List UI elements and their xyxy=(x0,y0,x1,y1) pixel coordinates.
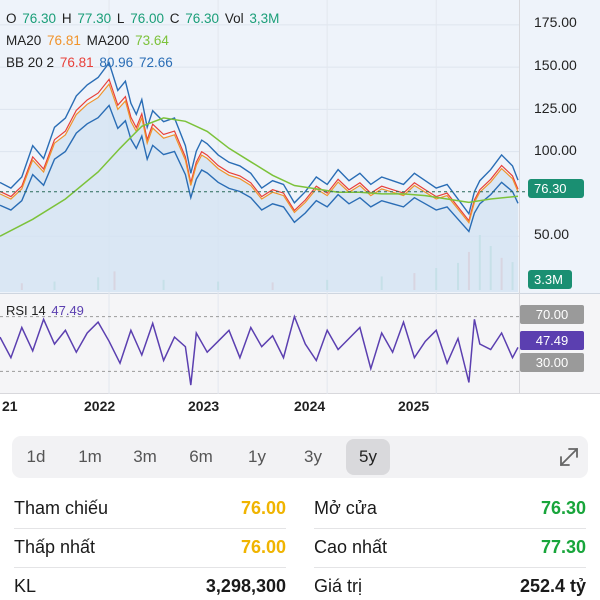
stat-low: Thấp nhất 76.00 xyxy=(14,537,286,557)
x-tick: 2023 xyxy=(188,398,220,414)
ma200-line xyxy=(0,117,519,237)
high-value: 77.30 xyxy=(77,11,112,26)
divider xyxy=(14,567,286,568)
divider xyxy=(314,528,586,529)
bb-upper-line xyxy=(0,61,519,216)
bb-lower-line xyxy=(0,104,519,233)
rsi-30-badge: 30.00 xyxy=(520,353,584,372)
x-tick: 21 xyxy=(2,398,18,414)
ma-legend: MA20 76.81 MA200 73.64 xyxy=(6,33,169,48)
rsi-legend: RSI 14 47.49 xyxy=(6,303,84,318)
divider xyxy=(314,567,586,568)
bb-low-value: 72.66 xyxy=(138,55,173,70)
stat-high: Cao nhất 77.30 xyxy=(314,537,586,557)
range-selector: 1d 1m 3m 6m 1y 3y 5y xyxy=(12,436,588,478)
x-tick: 2024 xyxy=(294,398,326,414)
trade-value: 252.4 tỷ xyxy=(519,576,586,596)
stat-volume: KL 3,298,300 xyxy=(14,576,286,596)
close-value: 76.30 xyxy=(185,11,220,26)
volume-total-value: 3,298,300 xyxy=(205,576,286,596)
rsi-value: 47.49 xyxy=(51,303,84,318)
expand-icon[interactable] xyxy=(552,440,586,474)
y-tick: 50.00 xyxy=(534,226,570,242)
rsi-line xyxy=(0,314,519,386)
range-6m-button[interactable]: 6m xyxy=(189,447,213,466)
chart-canvas[interactable] xyxy=(0,0,600,430)
open-value: 76.30 xyxy=(22,11,57,26)
range-3y-button[interactable]: 3y xyxy=(304,447,322,466)
y-tick: 100.00 xyxy=(534,142,577,158)
low-price-value: 76.00 xyxy=(240,537,286,557)
volume-value: 3,3M xyxy=(249,11,280,26)
bb-mid-value: 76.81 xyxy=(59,55,94,70)
open-price-value: 76.30 xyxy=(540,498,586,518)
ma200-value: 73.64 xyxy=(135,33,169,48)
stat-trade-value: Giá trị 252.4 tỷ xyxy=(314,576,586,596)
bb-legend: BB 20 2 76.81 80.96 72.66 xyxy=(6,55,173,70)
y-tick: 150.00 xyxy=(534,57,577,73)
stat-open: Mở cửa 76.30 xyxy=(314,498,586,518)
ohlc-legend: O 76.30 H 77.30 L 76.00 C 76.30 Vol 3,3M xyxy=(6,11,280,26)
range-1y-button[interactable]: 1y xyxy=(248,447,266,466)
divider xyxy=(14,528,286,529)
stock-chart[interactable]: O 76.30 H 77.30 L 76.00 C 76.30 Vol 3,3M… xyxy=(0,0,600,430)
last-price-badge: 76.30 xyxy=(528,179,584,198)
bb-up-value: 80.96 xyxy=(99,55,134,70)
x-tick: 2025 xyxy=(398,398,430,414)
high-price-value: 77.30 xyxy=(540,537,586,557)
x-tick: 2022 xyxy=(84,398,116,414)
range-1m-button[interactable]: 1m xyxy=(78,447,102,466)
ma20-line xyxy=(0,82,519,224)
rsi-pane-bg xyxy=(0,294,600,394)
range-5y-button[interactable]: 5y xyxy=(346,439,390,475)
volume-badge: 3.3M xyxy=(528,270,572,289)
y-tick: 175.00 xyxy=(534,14,577,30)
rsi-70-badge: 70.00 xyxy=(520,305,584,324)
range-1d-button[interactable]: 1d xyxy=(26,447,46,466)
range-3m-button[interactable]: 3m xyxy=(133,447,157,466)
ref-value: 76.00 xyxy=(240,498,286,518)
low-value: 76.00 xyxy=(130,11,164,26)
rsi-current-badge: 47.49 xyxy=(520,331,584,350)
stat-ref: Tham chiếu 76.00 xyxy=(14,498,286,518)
ma20-value: 76.81 xyxy=(47,33,81,48)
y-tick: 125.00 xyxy=(534,100,577,116)
